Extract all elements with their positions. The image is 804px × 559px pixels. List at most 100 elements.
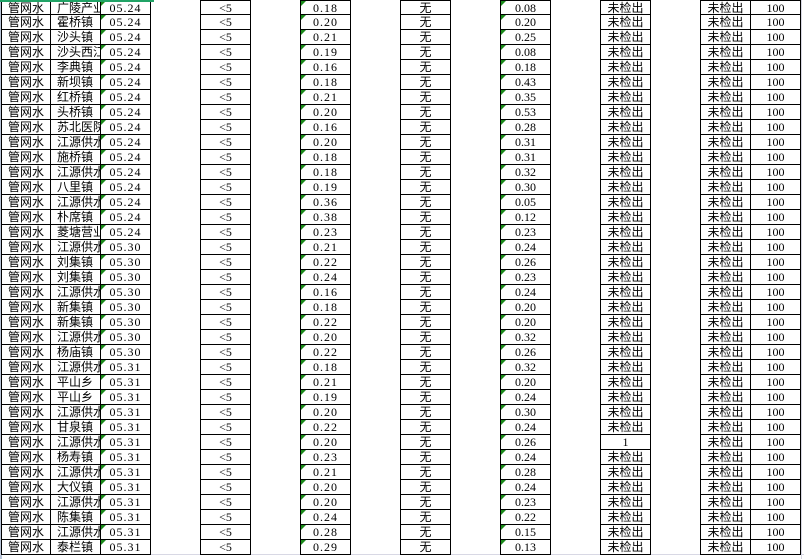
cell-value-6[interactable]: 未检出: [700, 315, 751, 330]
cell-site[interactable]: 刘集镇（: [50, 270, 101, 285]
cell-value-1[interactable]: <5: [200, 165, 251, 180]
cell-value-6[interactable]: 未检出: [700, 465, 751, 480]
cell-value-4[interactable]: 0.32: [500, 165, 551, 180]
cell-water-type[interactable]: 管网水: [1, 105, 51, 120]
cell-water-type[interactable]: 管网水: [1, 465, 51, 480]
cell-water-type[interactable]: 管网水: [1, 375, 51, 390]
cell-value-2[interactable]: 0.21: [300, 240, 351, 255]
cell-value-4[interactable]: 0.24: [500, 240, 551, 255]
cell-value-2[interactable]: 0.23: [300, 450, 351, 465]
cell-value-3[interactable]: 无: [400, 540, 451, 555]
cell-value-4[interactable]: 0.12: [500, 210, 551, 225]
cell-water-type[interactable]: 管网水: [1, 450, 51, 465]
cell-value-2[interactable]: 0.20: [300, 15, 351, 30]
cell-value-6[interactable]: 未检出: [700, 60, 751, 75]
cell-value-6[interactable]: 未检出: [700, 510, 751, 525]
cell-value-7[interactable]: 100: [750, 0, 801, 15]
cell-date[interactable]: 05.24: [100, 105, 151, 120]
cell-site[interactable]: 江源供水: [50, 465, 101, 480]
cell-value-4[interactable]: 0.20: [500, 375, 551, 390]
cell-value-1[interactable]: <5: [200, 360, 251, 375]
cell-value-5[interactable]: 未检出: [600, 165, 651, 180]
cell-value-4[interactable]: 0.26: [500, 435, 551, 450]
cell-value-6[interactable]: 未检出: [700, 525, 751, 540]
cell-date[interactable]: 05.30: [100, 330, 151, 345]
cell-value-1[interactable]: <5: [200, 540, 251, 555]
cell-value-5[interactable]: 未检出: [600, 270, 651, 285]
cell-value-2[interactable]: 0.18: [300, 0, 351, 15]
cell-value-4[interactable]: 0.08: [500, 45, 551, 60]
cell-value-6[interactable]: 未检出: [700, 450, 751, 465]
cell-water-type[interactable]: 管网水: [1, 15, 51, 30]
cell-value-1[interactable]: <5: [200, 285, 251, 300]
cell-value-3[interactable]: 无: [400, 255, 451, 270]
cell-date[interactable]: 05.24: [100, 45, 151, 60]
cell-value-4[interactable]: 0.28: [500, 120, 551, 135]
cell-value-7[interactable]: 100: [750, 150, 801, 165]
cell-value-1[interactable]: <5: [200, 405, 251, 420]
cell-value-5[interactable]: 未检出: [600, 45, 651, 60]
cell-value-6[interactable]: 未检出: [700, 345, 751, 360]
cell-value-1[interactable]: <5: [200, 0, 251, 15]
cell-value-3[interactable]: 无: [400, 480, 451, 495]
cell-value-7[interactable]: 100: [750, 90, 801, 105]
cell-site[interactable]: 江源供水: [50, 360, 101, 375]
cell-date[interactable]: 05.30: [100, 240, 151, 255]
cell-value-7[interactable]: 100: [750, 360, 801, 375]
cell-value-6[interactable]: 未检出: [700, 540, 751, 555]
cell-site[interactable]: 红桥镇（: [50, 90, 101, 105]
cell-value-7[interactable]: 100: [750, 255, 801, 270]
cell-value-5[interactable]: 未检出: [600, 285, 651, 300]
cell-site[interactable]: 沙头镇（: [50, 30, 101, 45]
cell-site[interactable]: 江源供水: [50, 135, 101, 150]
cell-site[interactable]: 新坝镇（: [50, 75, 101, 90]
cell-value-2[interactable]: 0.16: [300, 285, 351, 300]
cell-value-5[interactable]: 未检出: [600, 255, 651, 270]
cell-site[interactable]: 朴席镇（: [50, 210, 101, 225]
cell-value-1[interactable]: <5: [200, 15, 251, 30]
cell-value-6[interactable]: 未检出: [700, 105, 751, 120]
cell-site[interactable]: 新集镇（: [50, 300, 101, 315]
cell-site[interactable]: 江源供水: [50, 240, 101, 255]
cell-water-type[interactable]: 管网水: [1, 210, 51, 225]
cell-value-3[interactable]: 无: [400, 45, 451, 60]
cell-value-3[interactable]: 无: [400, 75, 451, 90]
cell-value-5[interactable]: 1: [600, 435, 651, 450]
cell-value-3[interactable]: 无: [400, 525, 451, 540]
cell-value-2[interactable]: 0.22: [300, 420, 351, 435]
cell-value-4[interactable]: 0.13: [500, 540, 551, 555]
cell-value-6[interactable]: 未检出: [700, 360, 751, 375]
cell-value-4[interactable]: 0.28: [500, 465, 551, 480]
cell-value-7[interactable]: 100: [750, 60, 801, 75]
cell-value-4[interactable]: 0.35: [500, 90, 551, 105]
cell-value-2[interactable]: 0.38: [300, 210, 351, 225]
cell-value-5[interactable]: 未检出: [600, 0, 651, 15]
cell-value-1[interactable]: <5: [200, 45, 251, 60]
cell-value-7[interactable]: 100: [750, 540, 801, 555]
cell-value-4[interactable]: 0.23: [500, 225, 551, 240]
cell-value-5[interactable]: 未检出: [600, 120, 651, 135]
cell-date[interactable]: 05.31: [100, 480, 151, 495]
cell-value-5[interactable]: 未检出: [600, 390, 651, 405]
cell-value-5[interactable]: 未检出: [600, 345, 651, 360]
cell-site[interactable]: 刘集镇（: [50, 255, 101, 270]
cell-value-1[interactable]: <5: [200, 450, 251, 465]
cell-value-3[interactable]: 无: [400, 390, 451, 405]
cell-value-6[interactable]: 未检出: [700, 195, 751, 210]
cell-date[interactable]: 05.24: [100, 60, 151, 75]
cell-value-4[interactable]: 0.32: [500, 330, 551, 345]
cell-value-1[interactable]: <5: [200, 315, 251, 330]
cell-water-type[interactable]: 管网水: [1, 255, 51, 270]
cell-value-2[interactable]: 0.18: [300, 150, 351, 165]
cell-site[interactable]: 泰栏镇（: [50, 540, 101, 555]
cell-water-type[interactable]: 管网水: [1, 270, 51, 285]
cell-value-2[interactable]: 0.22: [300, 345, 351, 360]
cell-water-type[interactable]: 管网水: [1, 165, 51, 180]
cell-date[interactable]: 05.31: [100, 465, 151, 480]
cell-site[interactable]: 新集镇（: [50, 315, 101, 330]
cell-value-4[interactable]: 0.53: [500, 105, 551, 120]
cell-value-3[interactable]: 无: [400, 510, 451, 525]
cell-site[interactable]: 广陵产业园: [50, 0, 101, 15]
cell-value-5[interactable]: 未检出: [600, 60, 651, 75]
cell-value-7[interactable]: 100: [750, 390, 801, 405]
